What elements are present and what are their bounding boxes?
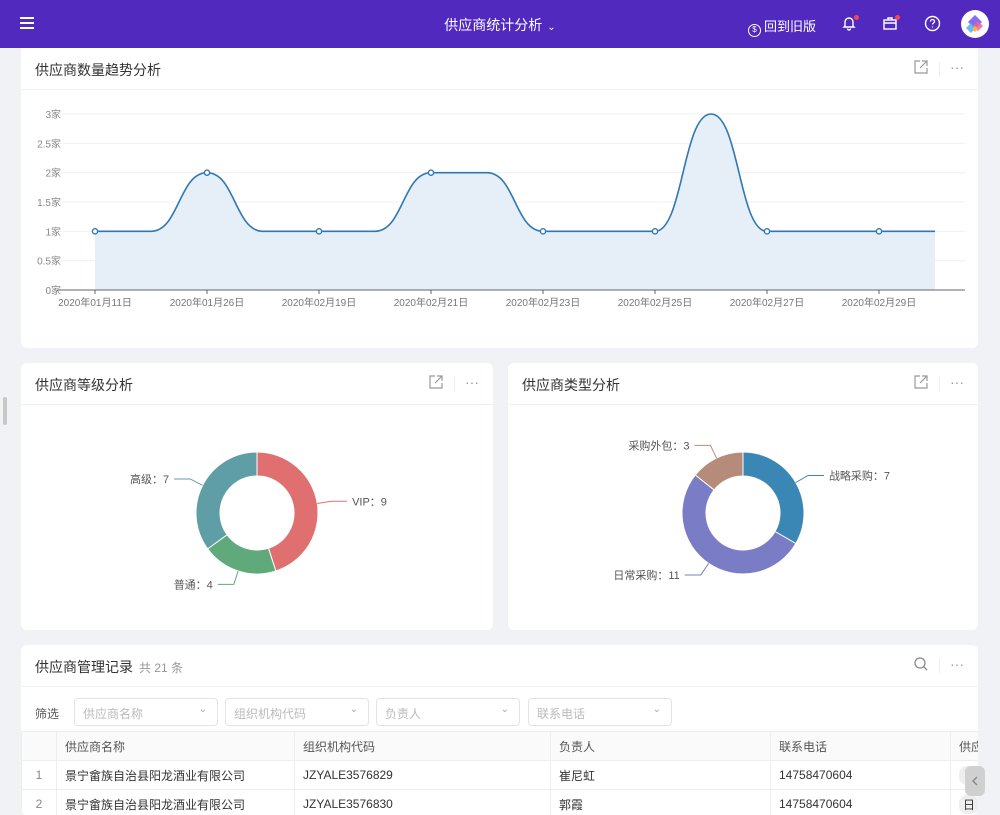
filter-phone[interactable]: 联系电话 ⌄ bbox=[528, 698, 672, 726]
card-title: 供应商管理记录共 21 条 bbox=[35, 657, 183, 677]
search-icon[interactable] bbox=[913, 657, 929, 673]
chevron-left-icon bbox=[971, 776, 979, 786]
x-tick-label: 2020年02月19日 bbox=[282, 296, 357, 309]
avatar[interactable] bbox=[961, 10, 989, 38]
data-point bbox=[764, 229, 769, 234]
label-line bbox=[685, 563, 709, 575]
label-line bbox=[218, 571, 238, 584]
data-point bbox=[876, 229, 881, 234]
type-donut-chart: 战略采购：7 日常采购：11 采购外包：3 bbox=[508, 363, 978, 630]
cell-owner: 崔尼虹 bbox=[551, 761, 771, 790]
x-tick-label: 2020年02月27日 bbox=[730, 296, 805, 309]
grade-donut-chart: VIP：9 普通：4 高级：7 bbox=[21, 363, 493, 630]
chevron-down-icon: ⌄ bbox=[653, 704, 661, 715]
table-row[interactable]: 1 景宁畲族自治县阳龙酒业有限公司 JZYALE3576829 崔尼虹 1475… bbox=[22, 761, 979, 790]
collapse-handle[interactable] bbox=[965, 766, 985, 796]
y-tick-label: 2家 bbox=[45, 167, 61, 180]
dollar-icon: $ bbox=[748, 24, 761, 37]
cell-code: JZYALE3576830 bbox=[295, 790, 551, 815]
records-card: 供应商管理记录共 21 条 ··· 筛选 供应商名称 ⌄ 组织机构代码 ⌄ 负责人 ⌄… bbox=[21, 645, 978, 815]
card-header: 供应商管理记录共 21 条 ··· bbox=[21, 645, 978, 687]
column-header[interactable]: 联系电话 bbox=[771, 732, 951, 761]
label-line bbox=[796, 476, 824, 483]
donut-slice bbox=[743, 452, 804, 544]
cell-phone: 14758470604 bbox=[771, 790, 951, 815]
page-title-dropdown[interactable]: 供应商统计分析 ⌄ bbox=[420, 15, 580, 35]
cell-phone: 14758470604 bbox=[771, 761, 951, 790]
filter-placeholder: 组织机构代码 bbox=[234, 707, 306, 721]
data-point bbox=[316, 229, 321, 234]
chevron-down-icon: ⌄ bbox=[501, 704, 509, 715]
data-point bbox=[540, 229, 545, 234]
cell-code: JZYALE3576829 bbox=[295, 761, 551, 790]
cell-owner: 郭霞 bbox=[551, 790, 771, 815]
help-icon[interactable] bbox=[924, 15, 942, 33]
cell-type: 日 bbox=[959, 795, 978, 814]
bell-icon[interactable] bbox=[841, 15, 859, 33]
slice-label: 采购外包：3 bbox=[628, 438, 689, 452]
y-tick-label: 0.5家 bbox=[37, 255, 61, 268]
donut-slice bbox=[196, 452, 257, 549]
column-header[interactable]: 组织机构代码 bbox=[295, 732, 551, 761]
label-line bbox=[317, 501, 347, 503]
left-scrollbar[interactable] bbox=[3, 397, 7, 425]
filter-label: 筛选 bbox=[35, 705, 59, 722]
cell-name: 景宁畲族自治县阳龙酒业有限公司 bbox=[57, 790, 295, 815]
data-point bbox=[652, 229, 657, 234]
y-tick-label: 1家 bbox=[45, 225, 61, 238]
filter-bar: 筛选 供应商名称 ⌄ 组织机构代码 ⌄ 负责人 ⌄ 联系电话 ⌄ bbox=[21, 693, 978, 731]
row-index: 1 bbox=[22, 761, 57, 790]
label-line bbox=[174, 479, 202, 485]
slice-label: 日常采购：11 bbox=[613, 568, 679, 582]
chevron-down-icon: ⌄ bbox=[199, 704, 207, 715]
x-tick-label: 2020年02月23日 bbox=[506, 296, 581, 309]
x-tick-label: 2020年02月21日 bbox=[394, 296, 469, 309]
old-version-label: 回到旧版 bbox=[764, 19, 816, 34]
cell-name: 景宁畲族自治县阳龙酒业有限公司 bbox=[57, 761, 295, 790]
slice-label: 普通：4 bbox=[174, 577, 213, 591]
x-tick-label: 2020年02月25日 bbox=[618, 296, 693, 309]
filter-placeholder: 联系电话 bbox=[537, 707, 585, 721]
chevron-down-icon: ⌄ bbox=[547, 22, 555, 33]
briefcase-icon[interactable] bbox=[882, 15, 900, 33]
y-tick-label: 3家 bbox=[45, 108, 61, 121]
filter-owner[interactable]: 负责人 ⌄ bbox=[376, 698, 520, 726]
data-point bbox=[428, 170, 433, 175]
filter-placeholder: 负责人 bbox=[385, 707, 421, 721]
column-header[interactable]: 负责人 bbox=[551, 732, 771, 761]
slice-label: 战略采购：7 bbox=[829, 469, 890, 483]
page-title: 供应商统计分析 bbox=[444, 17, 542, 33]
table-row[interactable]: 2 景宁畲族自治县阳龙酒业有限公司 JZYALE3576830 郭霞 14758… bbox=[22, 790, 979, 815]
menu-icon[interactable] bbox=[20, 17, 34, 29]
record-count: 共 21 条 bbox=[139, 661, 183, 675]
x-tick-label: 2020年01月26日 bbox=[170, 296, 245, 309]
chevron-down-icon: ⌄ bbox=[350, 704, 358, 715]
column-header[interactable]: 供应商名称 bbox=[57, 732, 295, 761]
label-line bbox=[694, 445, 716, 458]
table-header: 供应商名称 组织机构代码 负责人 联系电话 供应 bbox=[22, 732, 979, 761]
column-header[interactable]: 供应 bbox=[951, 732, 979, 761]
y-tick-label: 1.5家 bbox=[37, 196, 61, 209]
row-index: 2 bbox=[22, 790, 57, 815]
filter-org-code[interactable]: 组织机构代码 ⌄ bbox=[225, 698, 369, 726]
slice-label: VIP：9 bbox=[352, 496, 387, 508]
slice-label: 高级：7 bbox=[130, 472, 169, 486]
filter-placeholder: 供应商名称 bbox=[83, 707, 143, 721]
records-table: 供应商名称 组织机构代码 负责人 联系电话 供应 1 景宁畲族自治县阳龙酒业有限… bbox=[21, 731, 978, 815]
records-title: 供应商管理记录 bbox=[35, 659, 133, 675]
x-tick-label: 2020年02月29日 bbox=[842, 296, 917, 309]
y-tick-label: 2.5家 bbox=[37, 137, 61, 150]
x-tick-label: 2020年01月11日 bbox=[58, 296, 132, 309]
filter-supplier-name[interactable]: 供应商名称 ⌄ bbox=[74, 698, 218, 726]
old-version-button[interactable]: $回到旧版 bbox=[748, 16, 816, 37]
more-icon[interactable]: ··· bbox=[949, 657, 965, 673]
top-bar: 供应商统计分析 ⌄ $回到旧版 bbox=[0, 0, 1000, 48]
data-point bbox=[204, 170, 209, 175]
data-point bbox=[92, 229, 97, 234]
